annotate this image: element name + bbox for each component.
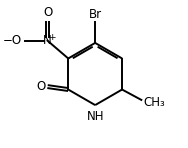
- Text: +: +: [48, 33, 55, 42]
- Text: −O: −O: [3, 34, 22, 47]
- Text: O: O: [37, 80, 46, 93]
- Text: CH₃: CH₃: [144, 96, 165, 109]
- Text: N: N: [43, 34, 52, 47]
- Text: Br: Br: [89, 8, 102, 21]
- Text: NH: NH: [86, 110, 104, 123]
- Text: O: O: [43, 5, 52, 18]
